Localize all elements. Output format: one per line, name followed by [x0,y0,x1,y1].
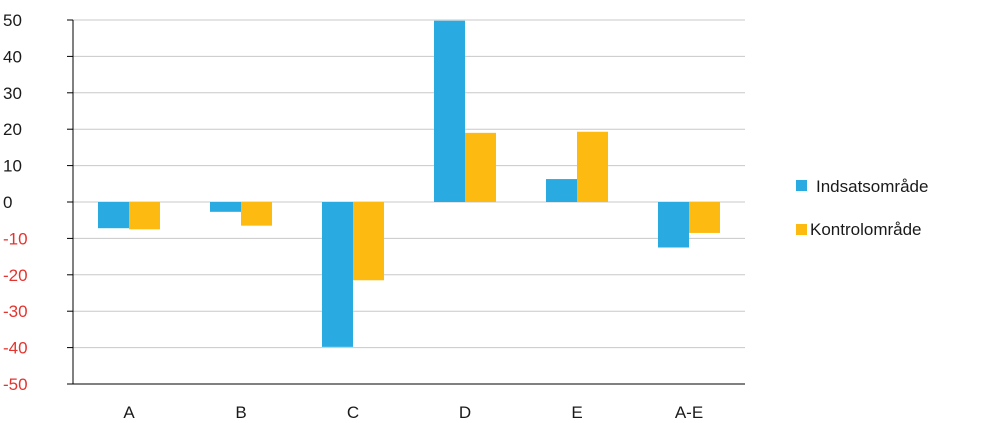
bars [98,20,720,347]
x-tick-label: A-E [675,403,703,422]
legend-label-kontrolomrade: Kontrolområde [810,220,922,239]
y-axis-tick-labels: 50 40 30 20 10 0 -10 -20 -30 -40 -50 [3,11,28,394]
y-tick-label: 50 [3,11,22,30]
legend-label-indsatsomrade: Indsatsområde [816,177,928,196]
bar-indsatsomrade-a-e [658,202,689,248]
bar-indsatsomrade-a [98,202,129,229]
x-tick-label: C [347,403,359,422]
y-tick-label: 10 [3,157,22,176]
bar-indsatsomrade-e [546,179,577,202]
y-tick-label: 40 [3,47,22,66]
legend-swatch-kontrolomrade [796,224,807,235]
x-tick-label: D [459,403,471,422]
x-tick-label: B [235,403,246,422]
bar-kontrolomrade-a [129,202,160,230]
y-tick-label: -20 [3,266,28,285]
y-tick-label: -10 [3,229,28,248]
legend-swatch-indsatsomrade [796,180,807,191]
bar-kontrolomrade-d [465,132,496,202]
y-tick-label: -40 [3,339,28,358]
y-tick-label: 20 [3,120,22,139]
axes [67,19,745,385]
y-tick-label: -30 [3,302,28,321]
x-tick-label: E [571,403,582,422]
y-tick-label: -50 [3,375,28,394]
grid-lines [73,19,745,349]
x-axis-tick-labels: A B C D E A-E [123,403,703,422]
bar-kontrolomrade-b [241,202,272,226]
legend: Indsatsområde Kontrolområde [796,177,928,239]
bar-indsatsomrade-c [322,202,353,347]
bar-indsatsomrade-b [210,202,241,212]
x-tick-label: A [123,403,135,422]
bar-indsatsomrade-d [434,20,465,203]
bar-kontrolomrade-c [353,202,384,281]
y-tick-label: 0 [3,193,12,212]
bar-kontrolomrade-a-e [689,202,720,233]
y-tick-label: 30 [3,84,22,103]
bar-kontrolomrade-e [577,131,608,202]
